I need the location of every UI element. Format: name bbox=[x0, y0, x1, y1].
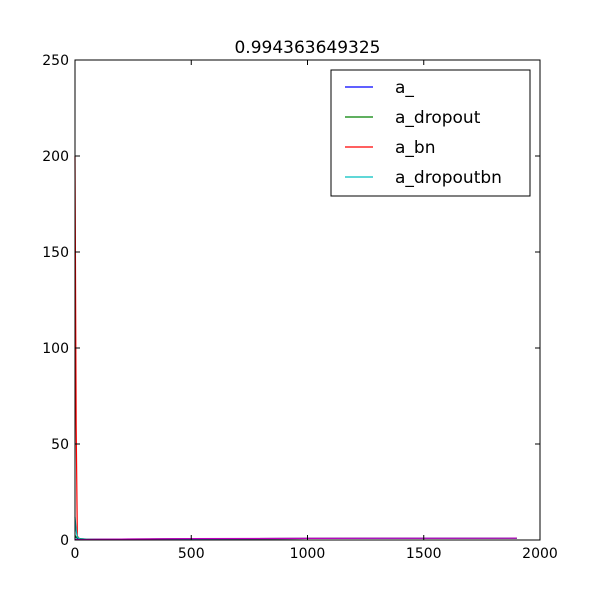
tick-layer: 0 500 1000 1500 2000 0 50 100 150 200 250 bbox=[42, 53, 558, 562]
x-tick-label-1: 500 bbox=[178, 546, 205, 562]
x-tick-label-2: 1000 bbox=[290, 546, 326, 562]
x-tick-label-0: 0 bbox=[71, 546, 80, 562]
legend-label-3: a_dropoutbn bbox=[395, 168, 502, 188]
legend: a_ a_dropout a_bn a_dropoutbn bbox=[330, 69, 531, 197]
series-line-4 bbox=[74, 537, 517, 541]
x-tick-label-3: 1500 bbox=[406, 546, 442, 562]
chart-title: 0.994363649325 bbox=[234, 38, 380, 58]
legend-label-2: a_bn bbox=[395, 138, 435, 158]
legend-label-1: a_dropout bbox=[395, 108, 481, 128]
legend-box bbox=[330, 69, 531, 197]
series-line-3 bbox=[74, 516, 517, 540]
series-layer bbox=[74, 155, 517, 541]
y-tick-label-1: 50 bbox=[51, 437, 69, 453]
y-tick-label-3: 150 bbox=[42, 245, 69, 261]
series-line-2 bbox=[74, 155, 517, 541]
y-tick-label-2: 100 bbox=[42, 341, 69, 357]
y-tick-label-5: 250 bbox=[42, 53, 69, 69]
y-tick-label-0: 0 bbox=[60, 533, 69, 549]
legend-label-0: a_ bbox=[395, 78, 414, 98]
x-tick-label-4: 2000 bbox=[522, 546, 558, 562]
y-tick-label-4: 200 bbox=[42, 149, 69, 165]
